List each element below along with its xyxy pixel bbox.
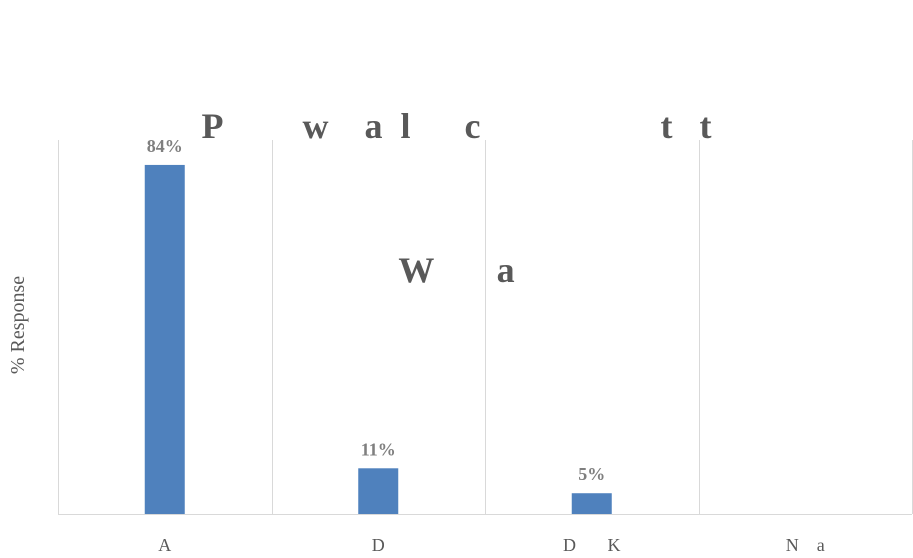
bar-1 bbox=[358, 468, 399, 514]
data-label-0: 84% bbox=[147, 136, 183, 156]
bar-2 bbox=[571, 493, 612, 514]
bar-0 bbox=[144, 164, 185, 514]
chart-title: P w a l c t t W a bbox=[0, 6, 913, 342]
chart-title-line-1: P w a l c t t bbox=[201, 106, 712, 146]
x-tick-label-2: D K bbox=[563, 535, 621, 555]
plot-area: 84% A 11% D 5% D K N a bbox=[58, 136, 913, 555]
chart-title-line-2: W a bbox=[398, 250, 515, 290]
data-label-1: 11% bbox=[361, 439, 396, 459]
data-label-2: 5% bbox=[578, 464, 605, 484]
x-tick-label-0: A bbox=[158, 535, 171, 555]
x-tick-label-3: N a bbox=[786, 535, 825, 555]
x-tick-label-1: D bbox=[372, 535, 385, 555]
y-axis-label: % Response bbox=[7, 276, 29, 374]
